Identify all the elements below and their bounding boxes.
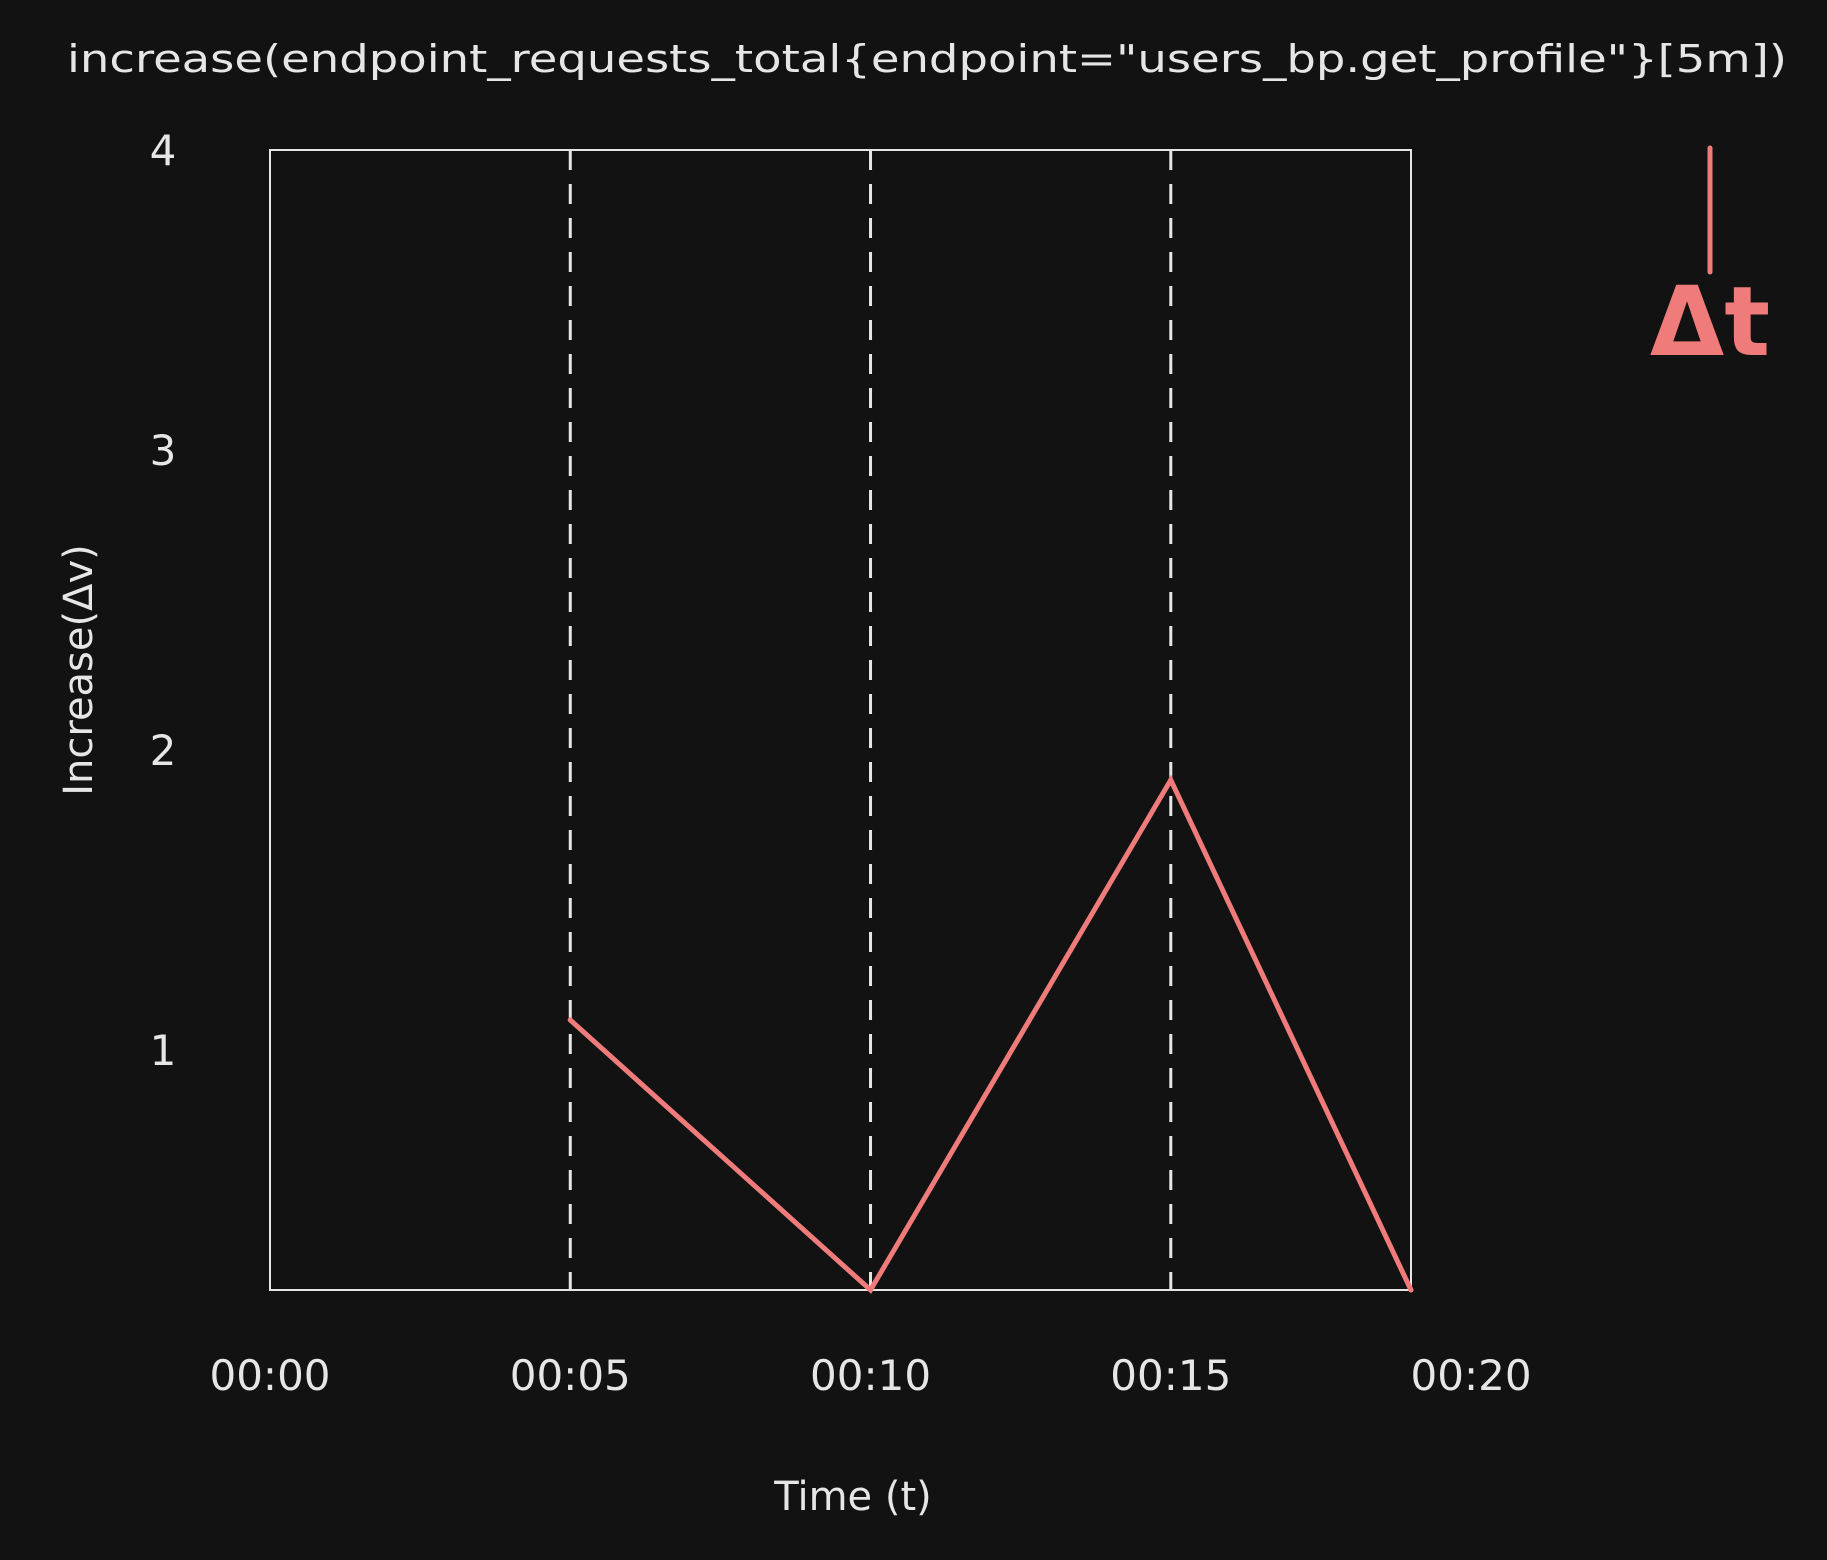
data-point-0-3 — [1408, 1287, 1414, 1293]
x-axis-label: Time (t) — [773, 1474, 932, 1520]
x-tick-label-3: 00:15 — [1110, 1351, 1231, 1400]
delta-t-label: Δt — [1650, 266, 1770, 378]
x-tick-label-1: 00:05 — [510, 1351, 631, 1400]
y-tick-label-0: 1 — [150, 1026, 177, 1075]
data-point-0-1 — [868, 1287, 874, 1293]
chart-title: increase(endpoint_requests_total{endpoin… — [67, 37, 1787, 81]
x-tick-label-4: 00:20 — [1411, 1351, 1532, 1400]
y-axis-label: Increase(Δv) — [56, 544, 102, 796]
grid-lines — [568, 150, 1173, 1290]
x-tick-label-0: 00:00 — [209, 1351, 330, 1400]
y-tick-label-2: 3 — [150, 426, 177, 475]
plot-frame — [269, 149, 1412, 1291]
y-tick-label-3: 4 — [150, 126, 177, 175]
series-line-0 — [567, 774, 1414, 1294]
y-tick-label-1: 2 — [150, 726, 177, 775]
series-layer — [567, 774, 1414, 1294]
x-tick-label-2: 00:10 — [810, 1351, 931, 1400]
x-tick-labels: 00:00 00:05 00:10 00:15 00:20 — [209, 1351, 1531, 1400]
y-tick-labels: 1 2 3 4 — [150, 126, 177, 1075]
data-point-0-0 — [567, 1017, 573, 1023]
data-point-0-2 — [1168, 777, 1174, 783]
